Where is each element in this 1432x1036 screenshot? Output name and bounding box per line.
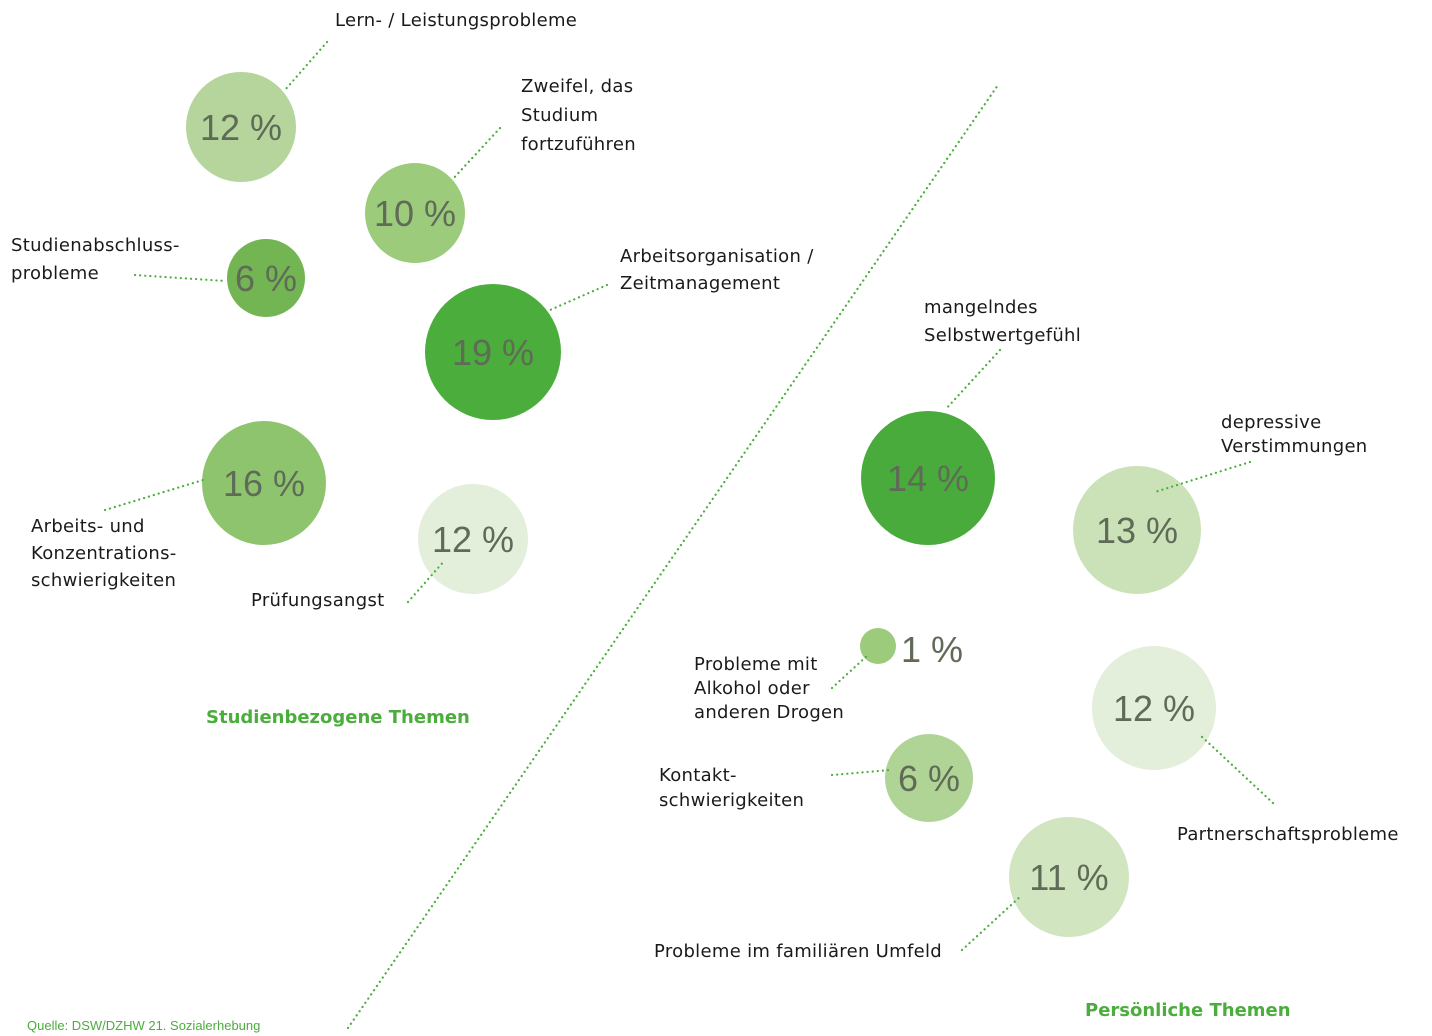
source: Quelle: DSW/DZHW 21. Sozialerhebung bbox=[27, 1018, 260, 1033]
label: Studium bbox=[521, 105, 598, 126]
leader-line bbox=[406, 558, 447, 604]
label: Probleme im familiären Umfeld bbox=[654, 941, 942, 962]
bubble bbox=[425, 284, 561, 420]
percent: 12 % bbox=[1113, 688, 1195, 729]
percent: 12 % bbox=[432, 519, 514, 560]
leader-line bbox=[103, 478, 205, 512]
bubble bbox=[186, 72, 296, 182]
group-title: Persönliche Themen bbox=[1085, 1000, 1291, 1021]
leader-line bbox=[943, 348, 1002, 412]
leader-line bbox=[548, 283, 609, 312]
label: Lern- / Leistungsprobleme bbox=[335, 10, 577, 31]
label: probleme bbox=[11, 263, 99, 284]
label: Zeitmanagement bbox=[620, 273, 780, 294]
bubble bbox=[861, 411, 995, 545]
bubble bbox=[227, 239, 305, 317]
percent: 10 % bbox=[374, 193, 456, 234]
label: Arbeitsorganisation / bbox=[620, 246, 814, 267]
label: Kontakt- bbox=[659, 765, 737, 786]
label: Studienabschluss- bbox=[11, 235, 180, 256]
leader-line bbox=[960, 893, 1024, 952]
label: anderen Drogen bbox=[694, 702, 844, 723]
bubble bbox=[418, 484, 528, 594]
group-title: Studienbezogene Themen bbox=[206, 707, 470, 728]
percent: 19 % bbox=[452, 332, 534, 373]
leader-line bbox=[450, 126, 502, 182]
label: Prüfungsangst bbox=[251, 590, 385, 611]
percent: 6 % bbox=[235, 258, 297, 299]
label: schwierigkeiten bbox=[31, 570, 176, 591]
leader-line bbox=[283, 40, 329, 92]
divider bbox=[346, 83, 1000, 1030]
label: Konzentrations- bbox=[31, 543, 177, 564]
label: Selbstwertgefühl bbox=[924, 325, 1081, 346]
percent: 6 % bbox=[898, 758, 960, 799]
bubble bbox=[1073, 466, 1201, 594]
leader-line bbox=[830, 768, 892, 777]
percent: 16 % bbox=[223, 463, 305, 504]
percent: 11 % bbox=[1029, 857, 1108, 898]
label: Probleme mit bbox=[694, 654, 818, 675]
label: mangelndes bbox=[924, 297, 1038, 318]
label: Alkohol oder bbox=[694, 678, 810, 699]
bubble bbox=[202, 421, 326, 545]
label: Zweifel, das bbox=[521, 76, 633, 97]
label: Arbeits- und bbox=[31, 516, 145, 537]
leader-line bbox=[1198, 733, 1275, 805]
label: fortzuführen bbox=[521, 134, 636, 155]
bubble bbox=[1009, 817, 1129, 937]
percent: 12 % bbox=[200, 107, 282, 148]
bubble bbox=[365, 163, 465, 263]
percent: 13 % bbox=[1096, 510, 1178, 551]
label: Verstimmungen bbox=[1221, 436, 1368, 457]
percent: 14 % bbox=[887, 458, 969, 499]
leader-line bbox=[133, 273, 227, 283]
label: depressive bbox=[1221, 412, 1322, 433]
leader-line bbox=[830, 653, 870, 690]
label: Partnerschaftsprobleme bbox=[1177, 824, 1399, 845]
percent: 1 % bbox=[901, 629, 963, 670]
bubble bbox=[885, 734, 973, 822]
label: schwierigkeiten bbox=[659, 790, 804, 811]
bubble bbox=[860, 628, 896, 664]
bubble bbox=[1092, 646, 1216, 770]
